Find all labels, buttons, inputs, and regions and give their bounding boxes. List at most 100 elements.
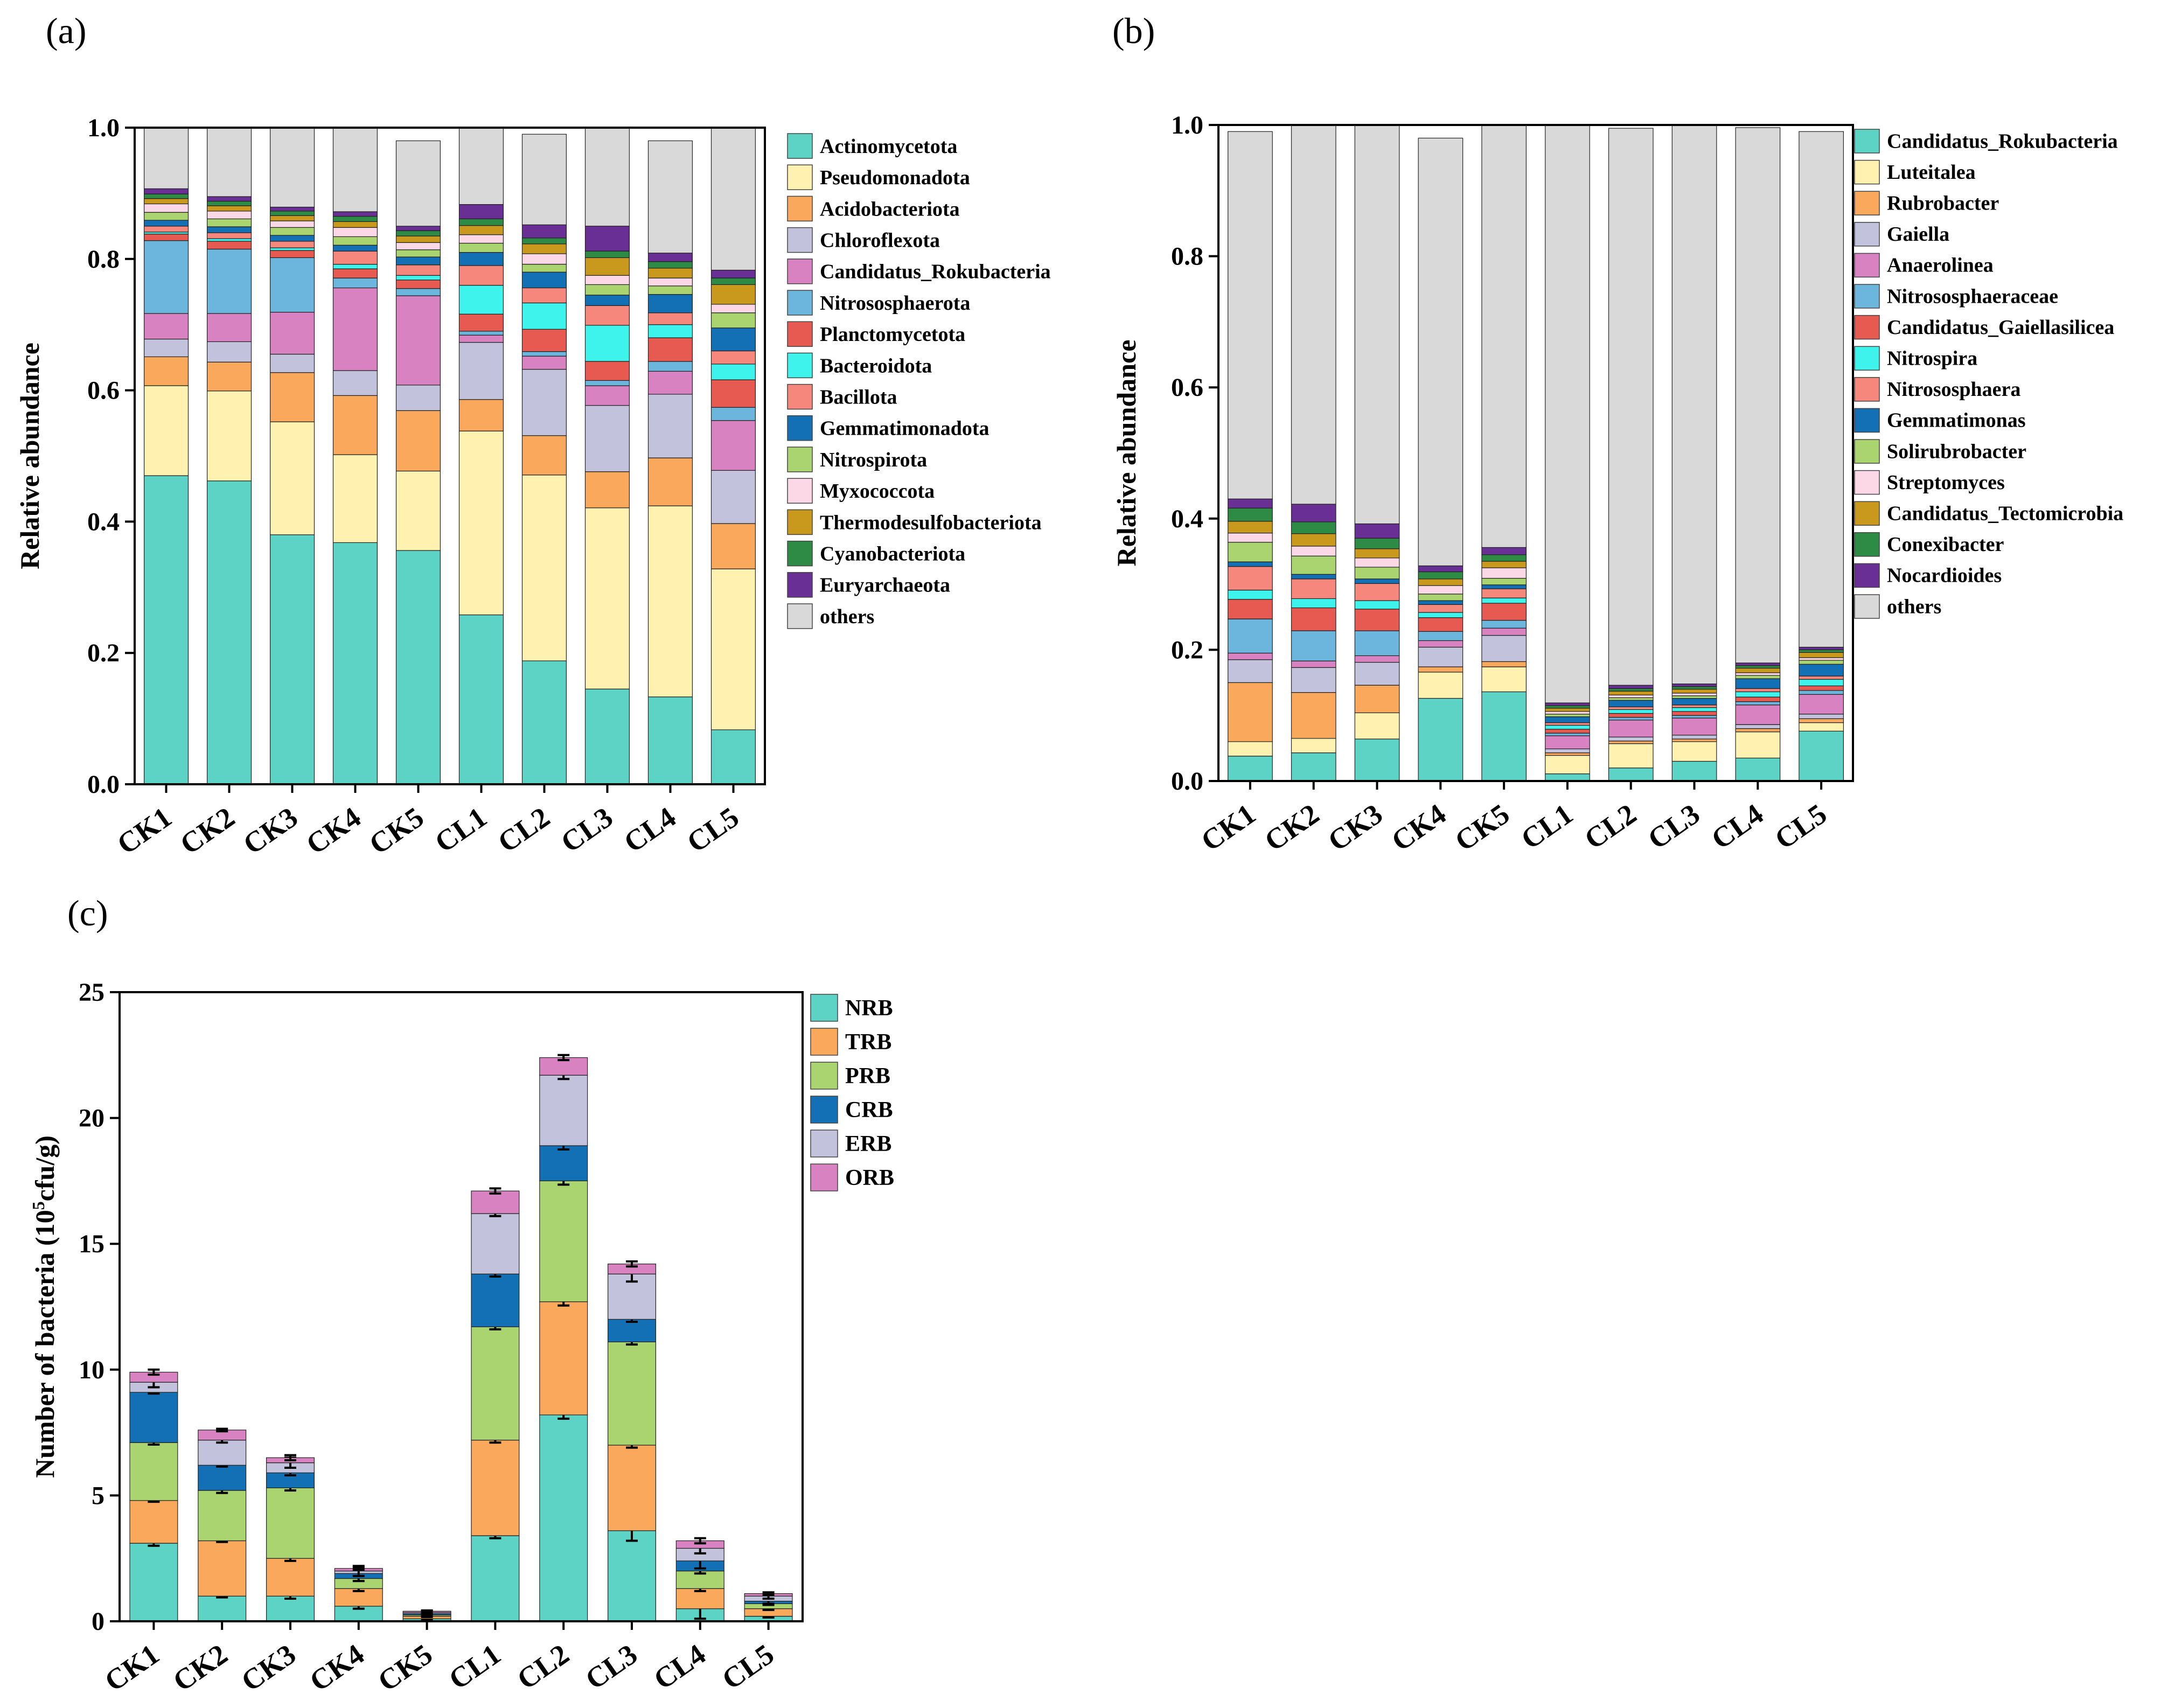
panel-c-bar-cl2-prb [539, 1180, 588, 1302]
panel-a-bar-ck5-nitrospirota [395, 249, 441, 257]
panel-c-bar-ck1-trb [129, 1500, 178, 1544]
panel-b-bar-cl4-candidatus_gaiellasilicea [1735, 696, 1781, 702]
panel-b-bar-cl2-others [1608, 128, 1654, 686]
panel-a-bar-cl5-euryarchaeota [710, 269, 756, 278]
panel-b-bar-cl2-nitrososphaeraceae [1608, 717, 1654, 721]
panel-a-bar-cl2-nitrososphaerota [521, 351, 567, 357]
panel-b-bar-cl3-nitrososphaeraceae [1671, 715, 1717, 719]
panel-c-bar-ck3-trb [266, 1558, 315, 1597]
panel-a-bar-ck3-acidobacteriota [270, 372, 315, 422]
panel-b-bar-ck3-rubrobacter [1354, 685, 1400, 713]
panel-a-legend-label-gemmatimonadota: Gemmatimonadota [820, 417, 990, 440]
panel-b-bar-ck1-candidatus_tectomicrobia [1228, 521, 1273, 534]
panel-a-legend-label-thermodesulfobacteriota: Thermodesulfobacteriota [820, 511, 1042, 534]
panel-c-y-axis-label-text: Number of bacteria (10 [30, 1210, 60, 1478]
panel-b-bar-ck1-others [1228, 131, 1273, 499]
panel-a-bar-cl4-thermodesulfobacteriota [647, 268, 693, 278]
panel-c-bar-ck2-nrb [198, 1595, 247, 1622]
panel-b-bar-ck5-nitrospira [1481, 597, 1527, 604]
panel-a-bar-cl3-pseudomonadota [584, 507, 630, 689]
panel-b-bar-cl4-nitrospira [1735, 691, 1781, 698]
panel-a-bar-cl3-nitrospirota [584, 284, 630, 296]
panel-a-bar-cl1-pseudomonadota [458, 430, 504, 616]
panel-a-bar-ck3-candidatus_rokubacteria [270, 311, 315, 355]
panel-a-bar-ck1-chloroflexota [144, 338, 189, 358]
panel-b-y-axis-label: Relative abundance [1111, 340, 1141, 567]
panel-b-bar-ck3-anaerolinea [1354, 655, 1400, 663]
panel-a-x-tick-label: CK2 [174, 801, 240, 861]
panel-b-x-tick-label: CK1 [1195, 798, 1262, 858]
panel-a-bar-ck5-planctomycetota [395, 280, 441, 289]
panel-c-bar-ck2-erb [198, 1440, 247, 1466]
panel-a-bar-ck4-bacillota [332, 250, 378, 265]
panel-a-bar-cl3-cyanobacteriota [584, 250, 630, 259]
panel-a-bar-cl5-acidobacteriota [710, 523, 756, 569]
panel-b-legend-swatch-candidatus_tectomicrobia [1854, 501, 1880, 526]
panel-b-bar-cl2-rubrobacter [1608, 741, 1654, 744]
panel-b-bar-cl5-candidatus_gaiellasilicea [1799, 685, 1844, 691]
panel-a-x-tick-label: CK1 [111, 801, 177, 861]
panel-a-bar-cl2-nitrospirota [521, 264, 567, 273]
panel-b-x-tick-label: CL3 [1642, 798, 1705, 856]
panel-a-x-tick-label: CL5 [681, 801, 744, 859]
panel-a-bar-cl3-candidatus_rokubacteria [584, 385, 630, 406]
panel-b-bar-cl1-solirubrobacter [1545, 714, 1590, 717]
panel-b-bar-ck1-candidatus_gaiellasilicea [1228, 598, 1273, 619]
panel-c-x-tick-label: CK4 [304, 1638, 370, 1698]
panel-a-x-tick-label: CL4 [618, 801, 681, 859]
panel-a-bar-ck1-cyanobacteriota [144, 193, 189, 199]
panel-b-bar-cl1-gemmatimonas [1545, 716, 1590, 723]
panel-a-bar-ck4-gemmatimonadota [332, 245, 378, 252]
panel-a-bar-cl2-thermodesulfobacteriota [521, 243, 567, 254]
panel-b-bar-ck3-nocardioides [1354, 523, 1400, 539]
panel-a-bar-cl5-cyanobacteriota [710, 277, 756, 285]
panel-b-legend-label-conexibacter: Conexibacter [1887, 533, 2004, 556]
panel-a-legend-label-nitrososphaerota: Nitrososphaerota [820, 292, 970, 315]
panel-a-bar-cl2-planctomycetota [521, 329, 567, 352]
panel-a-legend-swatch-gemmatimonadota [787, 415, 813, 441]
panel-b-bar-ck4-candidatus_gaiellasilicea [1418, 617, 1464, 632]
panel-b-bar-cl4-nocardioides [1735, 663, 1781, 666]
panel-b-y-tick-label: 0.8 [1171, 242, 1203, 271]
panel-c-legend-swatch-orb [810, 1163, 838, 1191]
panel-a-bar-cl4-planctomycetota [647, 337, 693, 362]
panel-c-bar-ck3-nrb [266, 1595, 315, 1622]
panel-b-bar-ck1-nitrososphaera [1228, 566, 1273, 591]
panel-a-legend-swatch-cyanobacteriota [787, 540, 813, 567]
panel-c-label: (c) [67, 893, 108, 933]
panel-a-bar-ck4-chloroflexota [332, 370, 378, 396]
panel-b-bar-ck3-candidatus_tectomicrobia [1354, 548, 1400, 559]
panel-b-bar-cl3-candidatus_tectomicrobia [1671, 688, 1717, 694]
panel-a-bar-ck4-candidatus_rokubacteria [332, 287, 378, 371]
panel-a-bar-cl4-candidatus_rokubacteria [647, 371, 693, 395]
panel-a-x-tick-label: CL2 [492, 801, 555, 859]
panel-c-chart: CK1 CK2 CK3 CK4 CK5 CL1 CL2 CL3 CL4 CL5 0 5 10 15 20 25… [29, 978, 894, 1698]
panel-a-x-tick-label: CK3 [237, 801, 303, 861]
panel-a-bar-ck5-nitrososphaerota [395, 288, 441, 296]
panel-b-bar-cl5-rubrobacter [1799, 718, 1844, 723]
panel-c-y-tick-label: 20 [79, 1104, 104, 1133]
panel-a-legend-label-myxococcota: Myxococcota [820, 480, 935, 503]
panel-a-legend-swatch-acidobacteriota [787, 196, 813, 222]
panel-b-bar-ck2-nitrososphaera [1291, 578, 1336, 599]
panel-c-plot-frame [119, 991, 804, 1622]
panel-b-bar-ck5-conexibacter [1481, 554, 1527, 562]
panel-c-x-tick-label: CL3 [580, 1638, 643, 1696]
panel-b-bar-cl5-gaiella [1799, 714, 1844, 719]
panel-b-bar-ck4-luteitalea [1418, 672, 1464, 699]
panel-b-bar-ck1-gemmatimonas [1228, 561, 1273, 567]
panel-b-legend-swatch-others [1854, 594, 1880, 619]
panel-b-bar-ck2-streptomyces [1291, 546, 1336, 556]
panel-c-legend-swatch-nrb [810, 994, 838, 1022]
panel-a-bar-ck3-bacteroidota [270, 247, 315, 251]
panel-a-bar-cl2-euryarchaeota [521, 224, 567, 239]
panel-b-bar-ck5-streptomyces [1481, 567, 1527, 579]
panel-a-bar-ck3-pseudomonadota [270, 421, 315, 535]
panel-a-bar-cl1-cyanobacteriota [458, 218, 504, 226]
panel-b-bar-cl1-conexibacter [1545, 705, 1590, 709]
panel-a-bar-cl2-bacillota [521, 287, 567, 304]
panel-c-bar-ck1-nrb [129, 1543, 178, 1622]
panel-b-bar-ck4-anaerolinea [1418, 640, 1464, 648]
panel-b-bar-cl2-nitrososphaera [1608, 706, 1654, 710]
panel-b-bar-cl1-gaiella [1545, 748, 1590, 754]
